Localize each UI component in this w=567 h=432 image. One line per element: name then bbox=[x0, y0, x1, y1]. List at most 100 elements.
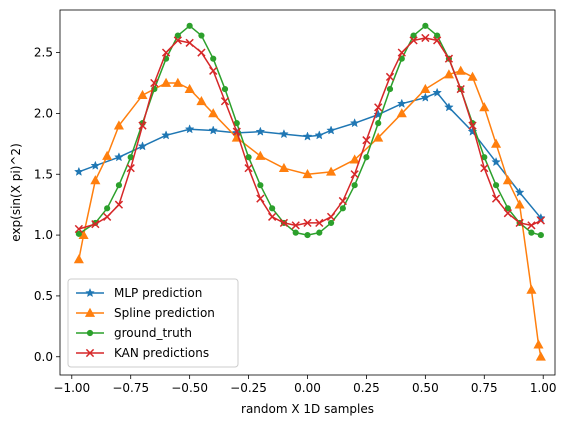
data-point-ground-truth bbox=[504, 205, 511, 212]
x-tick-label: 0.50 bbox=[412, 381, 439, 395]
x-tick-label: 0.25 bbox=[353, 381, 380, 395]
series-kan-predictions bbox=[74, 33, 545, 234]
data-point-kan-predictions bbox=[480, 164, 489, 173]
data-point-kan-predictions bbox=[91, 220, 100, 229]
data-point-kan-predictions bbox=[468, 121, 477, 130]
x-tick-label: −0.50 bbox=[171, 381, 208, 395]
data-point-spline-prediction bbox=[196, 96, 207, 106]
legend-label: Spline prediction bbox=[114, 306, 215, 320]
data-point-kan-predictions bbox=[456, 84, 465, 94]
data-point-spline-prediction bbox=[455, 65, 466, 75]
data-point-kan-predictions bbox=[536, 216, 545, 225]
data-point-kan-predictions bbox=[444, 54, 454, 63]
data-point-spline-prediction bbox=[514, 199, 525, 209]
data-point-ground-truth bbox=[210, 55, 217, 62]
x-tick-label: −1.00 bbox=[53, 381, 90, 395]
data-point-ground-truth bbox=[537, 231, 544, 239]
data-point-spline-prediction bbox=[502, 175, 513, 185]
legend-label: KAN predictions bbox=[114, 346, 209, 360]
data-point-spline-prediction bbox=[479, 102, 490, 112]
data-point-kan-predictions bbox=[374, 103, 383, 112]
data-point-kan-predictions bbox=[150, 78, 159, 88]
data-point-spline-prediction bbox=[349, 154, 360, 164]
data-point-kan-predictions bbox=[114, 200, 124, 209]
data-point-mlp-prediction bbox=[314, 130, 325, 140]
data-point-mlp-prediction bbox=[114, 152, 124, 162]
legend-item-spline-prediction: Spline prediction bbox=[76, 306, 215, 320]
legend-item-mlp-prediction: MLP prediction bbox=[76, 286, 202, 300]
data-point-spline-prediction bbox=[208, 108, 219, 118]
data-point-kan-predictions bbox=[244, 164, 253, 173]
data-point-kan-predictions bbox=[397, 48, 406, 57]
legend-swatch-marker bbox=[84, 307, 96, 317]
data-point-spline-prediction bbox=[255, 150, 266, 160]
data-point-mlp-prediction bbox=[444, 102, 454, 112]
data-point-kan-predictions bbox=[185, 38, 194, 47]
data-point-mlp-prediction bbox=[208, 125, 219, 135]
data-point-mlp-prediction bbox=[302, 131, 313, 141]
data-point-mlp-prediction bbox=[74, 166, 84, 176]
y-axis: 0.0 0.5 1.0 1.5 2.0 2.5 bbox=[34, 46, 60, 364]
data-point-kan-predictions bbox=[491, 194, 501, 203]
x-tick-label: −0.25 bbox=[230, 381, 267, 395]
y-tick-label: 2.5 bbox=[34, 46, 53, 60]
x-tick-label: 0.00 bbox=[294, 381, 321, 395]
data-point-mlp-prediction bbox=[90, 160, 101, 170]
data-point-spline-prediction bbox=[467, 71, 478, 81]
data-point-spline-prediction bbox=[102, 150, 113, 160]
data-point-mlp-prediction bbox=[396, 98, 407, 108]
legend-swatch-marker bbox=[85, 287, 95, 298]
data-point-ground-truth bbox=[257, 182, 264, 189]
data-point-kan-predictions bbox=[220, 97, 230, 106]
data-point-spline-prediction bbox=[443, 69, 454, 79]
data-point-kan-predictions bbox=[126, 164, 135, 173]
legend-box bbox=[67, 278, 239, 368]
data-point-kan-predictions bbox=[256, 194, 265, 203]
legend-label: ground_truth bbox=[114, 326, 192, 340]
data-point-spline-prediction bbox=[73, 254, 84, 264]
data-point-mlp-prediction bbox=[255, 126, 266, 136]
data-point-kan-predictions bbox=[421, 33, 430, 43]
data-point-ground-truth bbox=[375, 120, 382, 127]
data-point-kan-predictions bbox=[326, 212, 336, 221]
data-point-kan-predictions bbox=[350, 170, 359, 179]
data-point-mlp-prediction bbox=[184, 124, 195, 134]
data-point-spline-prediction bbox=[137, 89, 148, 100]
y-tick-label: 1.0 bbox=[34, 228, 53, 242]
data-point-kan-predictions bbox=[303, 218, 312, 228]
data-point-kan-predictions bbox=[268, 212, 277, 221]
legend-swatch-marker bbox=[86, 329, 94, 337]
data-point-kan-predictions bbox=[161, 48, 171, 57]
data-point-spline-prediction bbox=[420, 83, 431, 93]
data-point-mlp-prediction bbox=[420, 92, 431, 102]
data-point-spline-prediction bbox=[533, 339, 544, 349]
data-point-kan-predictions bbox=[173, 36, 182, 45]
x-tick-label: 1.00 bbox=[530, 381, 557, 395]
data-point-spline-prediction bbox=[373, 132, 384, 142]
data-point-spline-prediction bbox=[526, 284, 537, 294]
data-point-spline-prediction bbox=[184, 83, 195, 93]
data-point-spline-prediction bbox=[491, 138, 502, 148]
data-point-ground-truth bbox=[292, 229, 299, 236]
series-layer bbox=[73, 22, 546, 361]
data-point-ground-truth bbox=[174, 32, 181, 39]
data-point-kan-predictions bbox=[433, 36, 442, 45]
data-point-ground-truth bbox=[386, 85, 394, 93]
x-tick-label: −0.75 bbox=[112, 381, 149, 395]
data-point-mlp-prediction bbox=[491, 156, 501, 167]
data-point-kan-predictions bbox=[527, 221, 536, 230]
y-tick-label: 0.0 bbox=[34, 350, 53, 364]
data-point-spline-prediction bbox=[90, 175, 101, 185]
legend-swatch-marker bbox=[85, 348, 95, 358]
data-point-kan-predictions bbox=[197, 48, 206, 57]
data-point-kan-predictions bbox=[232, 127, 241, 136]
legend-item-ground-truth: ground_truth bbox=[76, 326, 192, 340]
data-point-ground-truth bbox=[492, 182, 500, 189]
series-line-kan-predictions bbox=[78, 37, 542, 230]
data-point-mlp-prediction bbox=[137, 141, 148, 151]
y-tick-label: 0.5 bbox=[34, 289, 53, 303]
data-point-mlp-prediction bbox=[432, 87, 442, 97]
data-point-kan-predictions bbox=[74, 224, 83, 234]
data-point-kan-predictions bbox=[385, 72, 395, 82]
x-axis-label: random X 1D samples bbox=[241, 402, 374, 416]
